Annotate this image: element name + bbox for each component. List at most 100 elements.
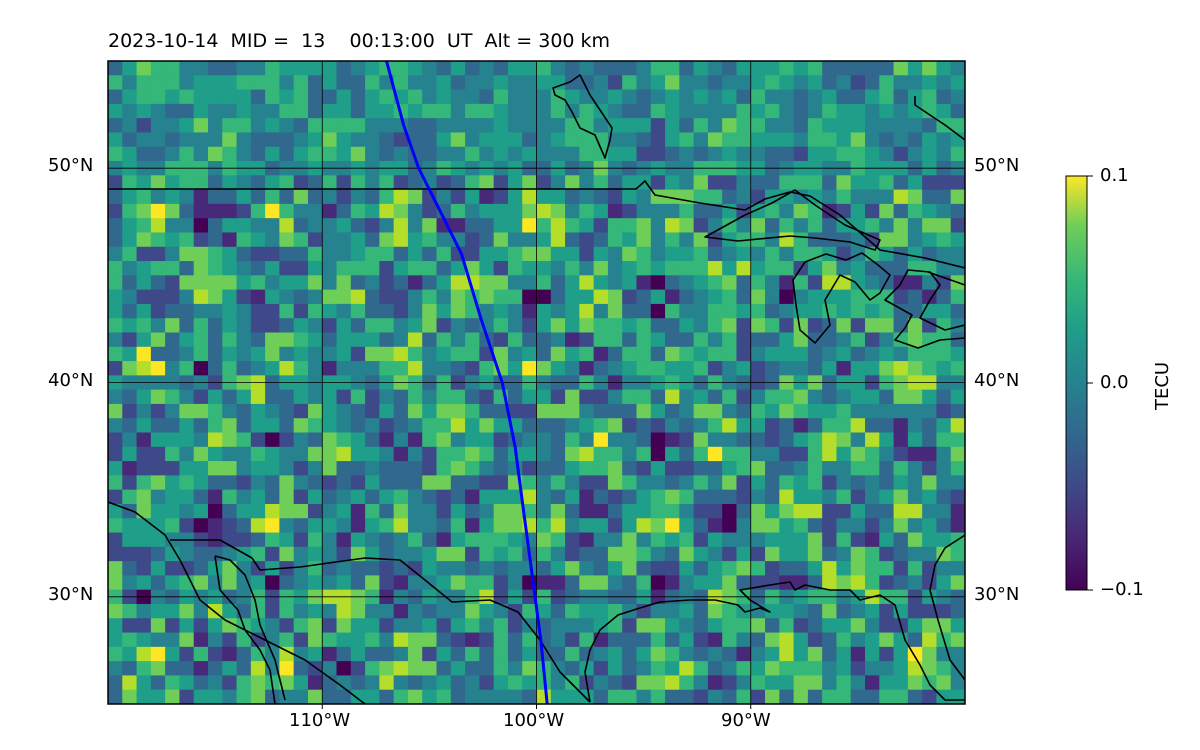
heatmap-cell bbox=[393, 675, 409, 691]
heatmap-cell bbox=[265, 61, 280, 76]
heatmap-cell bbox=[136, 318, 152, 334]
heatmap-cell bbox=[136, 89, 152, 105]
heatmap-cell bbox=[207, 175, 223, 191]
heatmap-cell bbox=[222, 561, 238, 576]
heatmap-cell bbox=[722, 618, 738, 634]
heatmap-cell bbox=[536, 118, 552, 134]
coastlines-borders bbox=[108, 74, 965, 704]
heatmap-cell bbox=[765, 218, 780, 234]
heatmap-cell bbox=[679, 303, 695, 319]
heatmap-cell bbox=[793, 146, 809, 162]
heatmap-cell bbox=[565, 132, 580, 148]
heatmap-cell bbox=[736, 446, 752, 462]
heatmap-cell bbox=[122, 218, 138, 234]
heatmap-cell bbox=[936, 318, 952, 334]
heatmap-cell bbox=[122, 561, 138, 576]
heatmap-cell bbox=[879, 361, 895, 376]
heatmap-cell bbox=[307, 475, 323, 491]
heatmap-cell bbox=[465, 532, 480, 548]
heatmap-cell bbox=[679, 618, 695, 634]
heatmap-cell bbox=[936, 361, 952, 376]
heatmap-cell bbox=[907, 603, 923, 619]
heatmap-cell bbox=[593, 532, 609, 548]
heatmap-cell bbox=[750, 561, 766, 576]
heatmap-cell bbox=[365, 603, 380, 619]
heatmap-cell bbox=[465, 189, 480, 205]
heatmap-cell bbox=[379, 146, 395, 162]
heatmap-cell bbox=[593, 661, 609, 677]
heatmap-cell bbox=[536, 361, 552, 376]
heatmap-cell bbox=[407, 318, 423, 334]
heatmap-cell bbox=[265, 389, 280, 405]
heatmap-cell bbox=[807, 618, 823, 634]
heatmap-cell bbox=[507, 389, 523, 405]
heatmap-cell bbox=[865, 503, 880, 519]
heatmap-cell bbox=[665, 675, 680, 691]
heatmap-cell bbox=[679, 461, 695, 476]
heatmap-cell bbox=[436, 89, 452, 105]
lon-label-100w: 100°W bbox=[503, 710, 565, 731]
heatmap-cell bbox=[765, 661, 780, 677]
heatmap-cell bbox=[236, 361, 252, 376]
heatmap-cell bbox=[950, 432, 965, 448]
heatmap-cell bbox=[736, 561, 752, 576]
heatmap-cell bbox=[365, 475, 380, 491]
heatmap-cell bbox=[250, 675, 266, 691]
heatmap-cell bbox=[336, 403, 352, 419]
heatmap-cell bbox=[293, 89, 309, 105]
heatmap-cell bbox=[122, 646, 138, 662]
heatmap-cell bbox=[750, 303, 766, 319]
heatmap-cell bbox=[122, 318, 138, 334]
heatmap-cell bbox=[165, 303, 181, 319]
heatmap-cell bbox=[507, 246, 523, 262]
heatmap-cell bbox=[936, 418, 952, 434]
heatmap-cell bbox=[636, 332, 652, 348]
heatmap-cell bbox=[465, 132, 480, 148]
heatmap-cell bbox=[607, 389, 623, 405]
heatmap-cell bbox=[293, 246, 309, 262]
heatmap-cell bbox=[893, 632, 909, 648]
heatmap-cell bbox=[322, 546, 338, 562]
heatmap-cell bbox=[422, 246, 438, 262]
heatmap-cell bbox=[536, 518, 552, 534]
heatmap-cell bbox=[522, 675, 538, 691]
heatmap-cell bbox=[436, 232, 452, 248]
heatmap-cell bbox=[150, 618, 166, 634]
heatmap-cell bbox=[422, 203, 438, 219]
heatmap-cell bbox=[322, 103, 338, 119]
heatmap-cell bbox=[393, 603, 409, 619]
heatmap-cell bbox=[865, 618, 880, 634]
heatmap-cell bbox=[293, 518, 309, 534]
heatmap-cell bbox=[922, 203, 938, 219]
heatmap-cell bbox=[722, 246, 738, 262]
heatmap-cell bbox=[136, 332, 152, 348]
heatmap-cell bbox=[265, 318, 280, 334]
heatmap-cell bbox=[679, 103, 695, 119]
heatmap-cell bbox=[507, 89, 523, 105]
heatmap-cell bbox=[536, 232, 552, 248]
heatmap-cell bbox=[536, 318, 552, 334]
heatmap-cell bbox=[179, 361, 195, 376]
heatmap-cell bbox=[907, 432, 923, 448]
heatmap-cell bbox=[393, 446, 409, 462]
heatmap-cell bbox=[522, 603, 538, 619]
heatmap-cell bbox=[779, 432, 795, 448]
heatmap-cell bbox=[750, 103, 766, 119]
heatmap-cell bbox=[565, 246, 580, 262]
heatmap-cell bbox=[350, 146, 366, 162]
heatmap-cell bbox=[822, 461, 838, 476]
heatmap-cell bbox=[950, 203, 965, 219]
heatmap-cell bbox=[336, 632, 352, 648]
heatmap-cell bbox=[607, 689, 623, 704]
heatmap-cell bbox=[736, 489, 752, 505]
heatmap-cell bbox=[507, 503, 523, 519]
heatmap-cell bbox=[865, 646, 880, 662]
heatmap-cell bbox=[536, 403, 552, 419]
heatmap-cell bbox=[907, 418, 923, 434]
heatmap-cell bbox=[336, 432, 352, 448]
heatmap-cell bbox=[936, 503, 952, 519]
heatmap-cell bbox=[622, 289, 638, 305]
heatmap-cell bbox=[179, 546, 195, 562]
heatmap-cell bbox=[736, 275, 752, 291]
heatmap-cell bbox=[693, 518, 709, 534]
